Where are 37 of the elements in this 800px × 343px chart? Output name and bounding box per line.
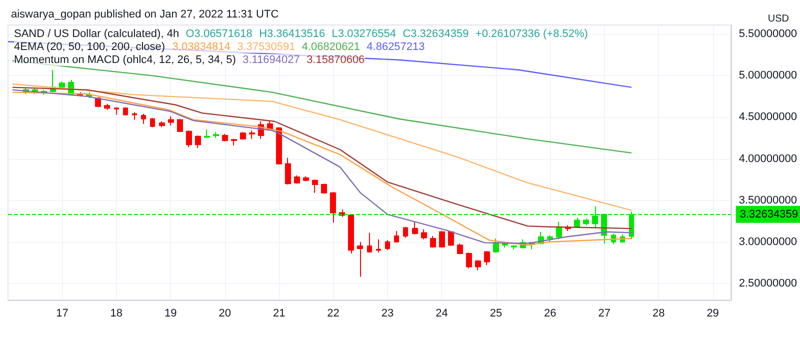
annotation: C3.32634359 [402, 28, 469, 40]
x-tick-label: 23 [381, 308, 394, 320]
chart-subtitle: SAND / US Dollar (calculated), 4h [14, 28, 180, 40]
y-tick-label: 4.00000000 [738, 152, 798, 165]
annotation: 4.86257213 [366, 41, 425, 53]
x-tick-label: 21 [272, 308, 286, 320]
x-tick-label: 24 [436, 308, 448, 320]
annotation: O3.06571618 [186, 28, 252, 40]
y-tick-label: 5.00000000 [738, 70, 798, 82]
x-tick-label: 29 [706, 308, 719, 320]
x-tick-label: 20 [218, 308, 231, 320]
ref-line-label: 3.32634359 [740, 208, 798, 220]
chart-title: aiswarya_gopan published on Jan 27, 2022 11:31 UTC [11, 8, 279, 20]
annotation: H3.36413516 [259, 28, 326, 40]
y-tick-label: 3.00000000 [738, 236, 798, 248]
y-tick-label: 2.50000000 [738, 277, 798, 290]
annotation: 3.11694027 [242, 54, 300, 66]
x-tick-label: 27 [598, 308, 611, 320]
annotation: L3.03276554 [332, 28, 396, 40]
annotation: 3.03834814 [172, 41, 230, 53]
x-tick-label: 17 [56, 308, 68, 320]
x-tick-label: 26 [544, 308, 556, 320]
y-tick-label: 5.50000000 [738, 28, 798, 40]
annotation: 4.06820621 [302, 41, 360, 53]
x-tick-label: 18 [110, 308, 123, 320]
annotation: Momentum on MACD (ohlc4, 12, 26, 5, 34, 5) [14, 54, 236, 66]
text: USD [768, 14, 790, 24]
y-tick-label: 4.50000000 [738, 111, 798, 124]
x-tick-label: 28 [652, 308, 665, 320]
annotation: +0.26107336 (+8.52%) [475, 28, 588, 40]
x-tick-label: 19 [164, 308, 177, 320]
annotation: 3.37530591 [237, 41, 296, 53]
y-tick-label: 3.50000000 [738, 194, 798, 206]
annotation: 3.15870606 [306, 54, 365, 66]
x-tick-label: 25 [490, 308, 502, 320]
x-tick-label: 22 [327, 308, 340, 320]
annotation: 4EMA (20, 50, 100, 200, close) [14, 41, 166, 53]
